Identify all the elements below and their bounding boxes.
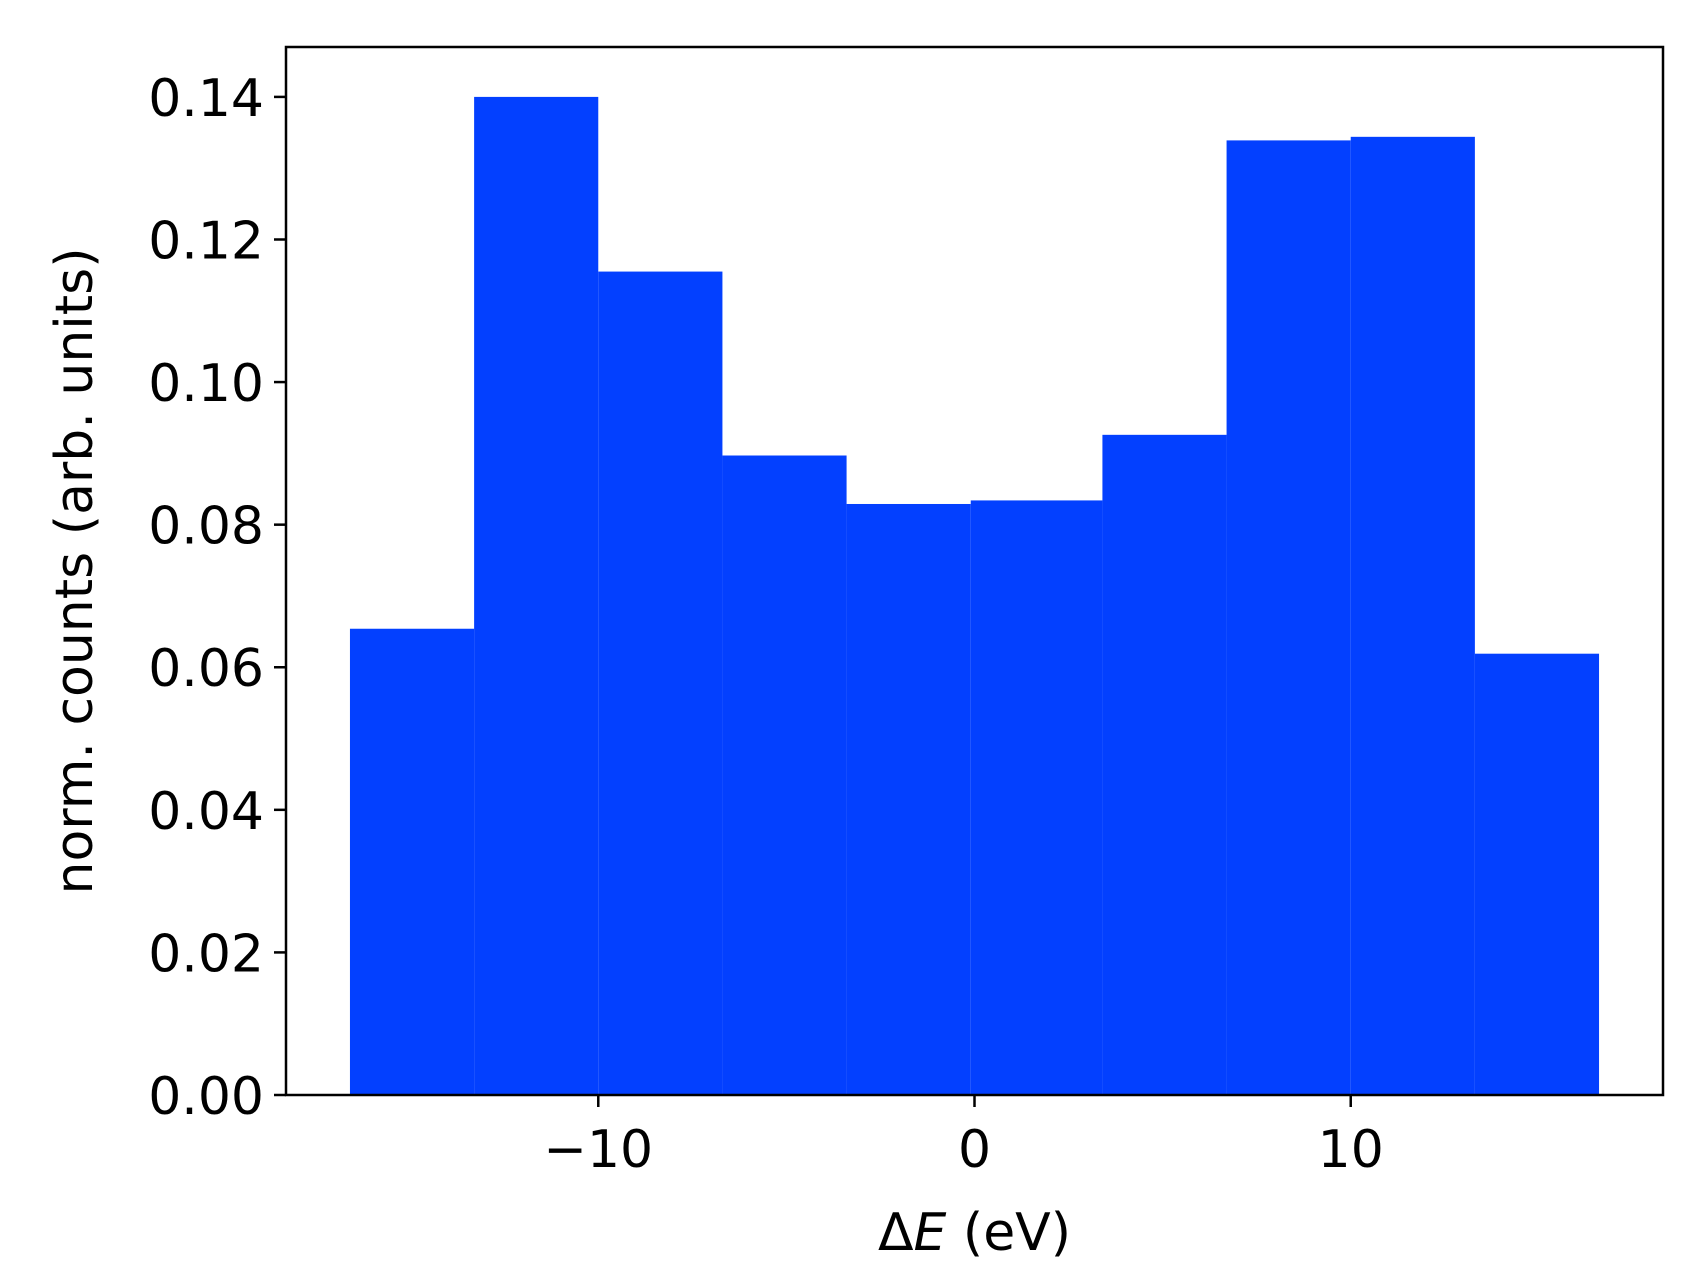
bar-4 <box>846 503 971 1095</box>
bar-2 <box>598 271 723 1096</box>
bar-8 <box>1350 136 1475 1096</box>
bar-9 <box>1474 653 1600 1095</box>
bar-6 <box>1102 434 1227 1095</box>
x-axis-label: ΔE (eV) <box>878 1203 1071 1263</box>
bar-1 <box>474 96 599 1095</box>
y-axis-ticks: 0.00 0.02 0.04 0.06 0.08 0.10 0.12 0.14 <box>148 69 286 1127</box>
bar-5 <box>970 500 1103 1095</box>
x-axis-label-variable: E <box>914 1203 947 1263</box>
bars-group <box>349 96 1600 1096</box>
x-axis-label-unit: (eV) <box>946 1203 1071 1263</box>
y-tick-label-5: 0.10 <box>148 354 264 414</box>
x-axis-label-prefix: Δ <box>878 1203 914 1263</box>
y-tick-label-2: 0.04 <box>148 782 264 842</box>
y-tick-label-7: 0.14 <box>148 69 264 129</box>
bar-0 <box>349 628 475 1095</box>
y-tick-label-0: 0.00 <box>148 1067 264 1127</box>
x-tick-label-1: 0 <box>958 1120 991 1180</box>
x-axis-ticks: −10 0 10 <box>543 1095 1384 1180</box>
y-tick-label-1: 0.02 <box>148 924 264 984</box>
y-tick-label-4: 0.08 <box>148 497 264 557</box>
x-tick-label-2: 10 <box>1318 1120 1384 1180</box>
bar-3 <box>722 455 847 1096</box>
x-tick-label-0: −10 <box>543 1120 653 1180</box>
y-axis-label: norm. counts (arb. units) <box>45 247 105 894</box>
y-tick-label-3: 0.06 <box>148 639 264 699</box>
y-tick-label-6: 0.12 <box>148 211 264 271</box>
bar-7 <box>1226 140 1351 1096</box>
